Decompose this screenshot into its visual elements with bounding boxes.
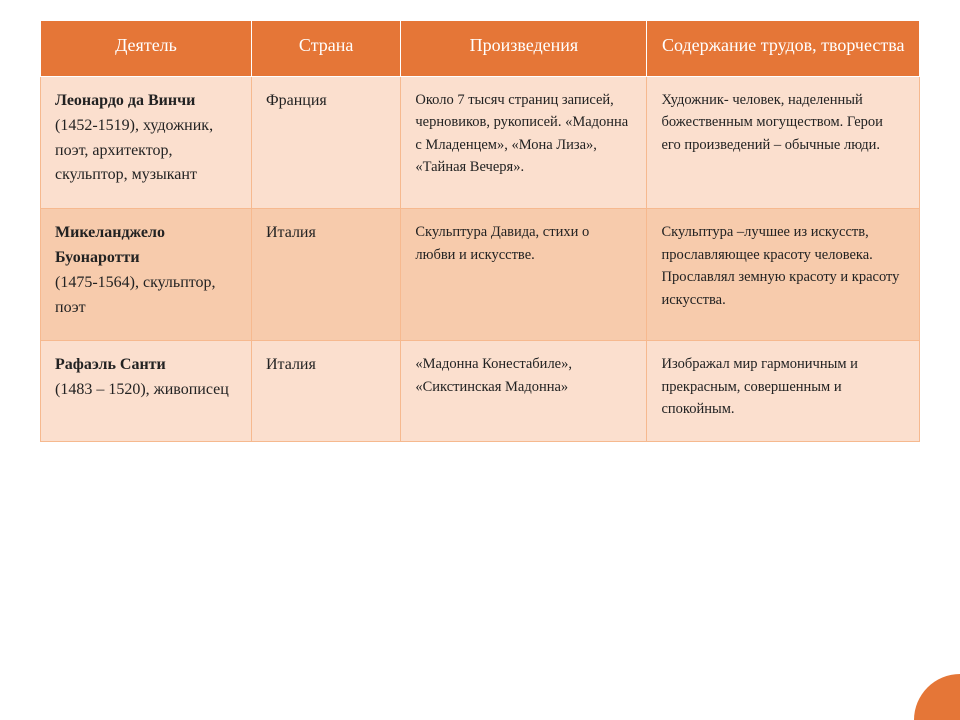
table-row: Рафаэль Санти (1483 – 1520), живописец И… — [41, 341, 920, 441]
renaissance-figures-table: Деятель Страна Произведения Содержание т… — [40, 20, 920, 442]
cell-works: «Мадонна Конестабиле», «Сикстинская Мадо… — [401, 341, 647, 441]
table-header-row: Деятель Страна Произведения Содержание т… — [41, 21, 920, 77]
figure-name: Микеланджело Буонаротти — [55, 221, 237, 271]
cell-country: Италия — [251, 209, 400, 341]
cell-figure: Леонардо да Винчи (1452-1519), художник,… — [41, 77, 252, 209]
col-header-figure: Деятель — [41, 21, 252, 77]
cell-country: Италия — [251, 341, 400, 441]
table-row: Микеланджело Буонаротти (1475-1564), ску… — [41, 209, 920, 341]
cell-works: Около 7 тысяч страниц записей, черновико… — [401, 77, 647, 209]
cell-works: Скульптура Давида, стихи о любви и искус… — [401, 209, 647, 341]
cell-figure: Рафаэль Санти (1483 – 1520), живописец — [41, 341, 252, 441]
figure-details: (1483 – 1520), живописец — [55, 378, 237, 403]
col-header-content: Содержание трудов, творчества — [647, 21, 920, 77]
figure-details: (1452-1519), художник, поэт, архитектор,… — [55, 114, 237, 188]
figure-details: (1475-1564), скульптор, поэт — [55, 271, 237, 321]
col-header-country: Страна — [251, 21, 400, 77]
col-header-works: Произведения — [401, 21, 647, 77]
figure-name: Рафаэль Санти — [55, 353, 237, 378]
table-row: Леонардо да Винчи (1452-1519), художник,… — [41, 77, 920, 209]
cell-content: Художник- человек, наделенный божественн… — [647, 77, 920, 209]
cell-content: Скульптура –лучшее из искусств, прославл… — [647, 209, 920, 341]
figure-name: Леонардо да Винчи — [55, 89, 237, 114]
cell-figure: Микеланджело Буонаротти (1475-1564), ску… — [41, 209, 252, 341]
cell-country: Франция — [251, 77, 400, 209]
corner-accent — [914, 674, 960, 720]
cell-content: Изображал мир гармоничным и прекрасным, … — [647, 341, 920, 441]
